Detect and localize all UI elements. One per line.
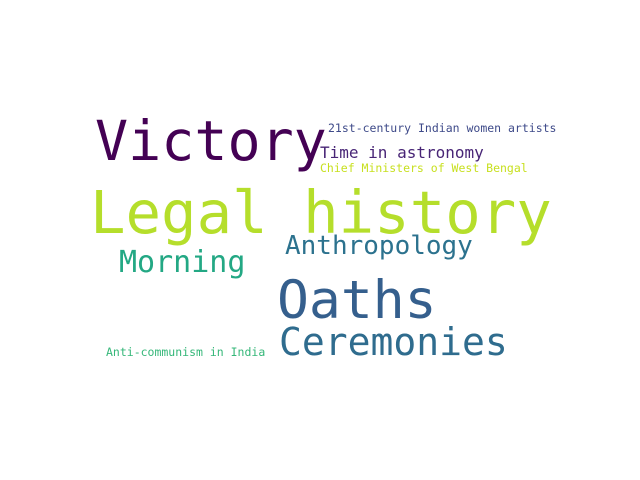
word-anti-communism: Anti-communism in India: [106, 345, 266, 359]
word-morning: Morning: [119, 245, 246, 280]
word-victory: Victory: [95, 109, 327, 173]
word-time-in-astronomy: Time in astronomy: [320, 143, 484, 162]
word-chief-ministers: Chief Ministers of West Bengal: [320, 161, 528, 175]
word-ceremonies: Ceremonies: [279, 320, 508, 364]
word-oaths: Oaths: [277, 270, 437, 331]
word-legal-history: Legal history: [90, 178, 552, 247]
word-anthropology: Anthropology: [285, 231, 473, 261]
word-indian-women-artists: 21st-century Indian women artists: [328, 121, 557, 135]
